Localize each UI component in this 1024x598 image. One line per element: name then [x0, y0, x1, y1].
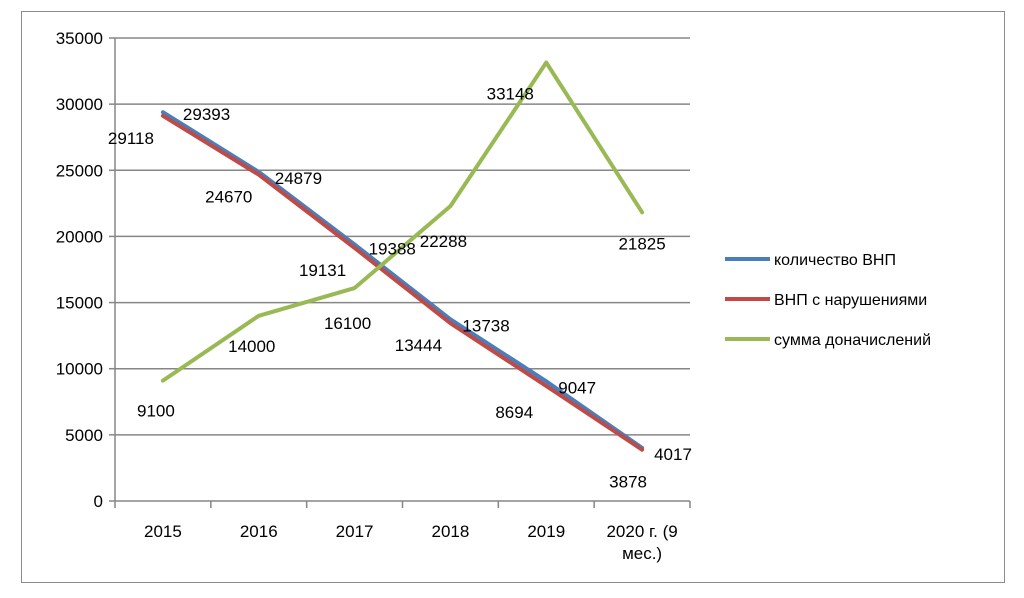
x-tick-label-0: 2015	[144, 522, 182, 541]
legend-label-0: количество ВНП	[774, 252, 896, 269]
x-tick-label-line: 2019	[527, 522, 565, 541]
data-label-s1-5: 3878	[609, 473, 647, 492]
data-label-s1-0: 29118	[108, 129, 154, 148]
y-tick-label-7: 35000	[56, 29, 103, 48]
y-tick-label-1: 5000	[65, 426, 103, 445]
series-line-1	[160, 113, 645, 452]
x-tick-label-5: 2020 г. (9 мес.)	[606, 522, 677, 563]
x-tick-label-1: 2016	[240, 522, 278, 541]
x-tick-label-line: мес.)	[622, 544, 662, 563]
x-tick-label-line: 2018	[432, 522, 470, 541]
data-label-s1-2: 19131	[299, 261, 346, 280]
data-label-s0-4: 9047	[558, 378, 596, 397]
series-line-2	[160, 60, 645, 383]
series-line-0	[160, 110, 645, 450]
y-tick-label-5: 25000	[56, 161, 103, 180]
y-tick-label-3: 15000	[56, 294, 103, 313]
legend-label-2: сумма доначислений	[774, 332, 931, 349]
x-tick-label-3: 2018	[432, 522, 470, 541]
data-label-s1-3: 13444	[395, 336, 442, 355]
x-tick-label-4: 2019	[527, 522, 565, 541]
x-tick-label-line: 2020 г. (9	[606, 522, 677, 541]
data-label-s0-0: 29393	[183, 105, 230, 124]
data-label-s0-3: 13738	[462, 316, 509, 335]
legend-label-1: ВНП с нарушениями	[774, 292, 927, 309]
data-label-s0-2: 19388	[369, 240, 416, 259]
y-tick-label-6: 30000	[56, 95, 103, 114]
data-label-s1-4: 8694	[495, 403, 533, 422]
x-tick-label-line: 2017	[336, 522, 374, 541]
x-tick-label-2: 2017	[336, 522, 374, 541]
data-label-s0-1: 24879	[275, 169, 322, 188]
data-label-s2-1: 14000	[228, 337, 275, 356]
data-label-s0-5: 4017	[654, 445, 692, 464]
y-tick-label-0: 0	[94, 492, 103, 511]
y-tick-label-2: 10000	[56, 360, 103, 379]
y-tick-label-4: 20000	[56, 227, 103, 246]
data-label-s1-1: 24670	[205, 188, 252, 207]
data-label-s2-5: 21825	[618, 234, 665, 253]
x-tick-label-line: 2015	[144, 522, 182, 541]
data-label-s2-2: 16100	[324, 314, 371, 333]
data-label-s2-3: 22288	[420, 232, 467, 251]
data-label-s2-0: 9100	[137, 402, 175, 421]
chart-frame	[21, 11, 1005, 583]
data-label-s2-4: 33148	[487, 84, 534, 103]
x-tick-label-line: 2016	[240, 522, 278, 541]
